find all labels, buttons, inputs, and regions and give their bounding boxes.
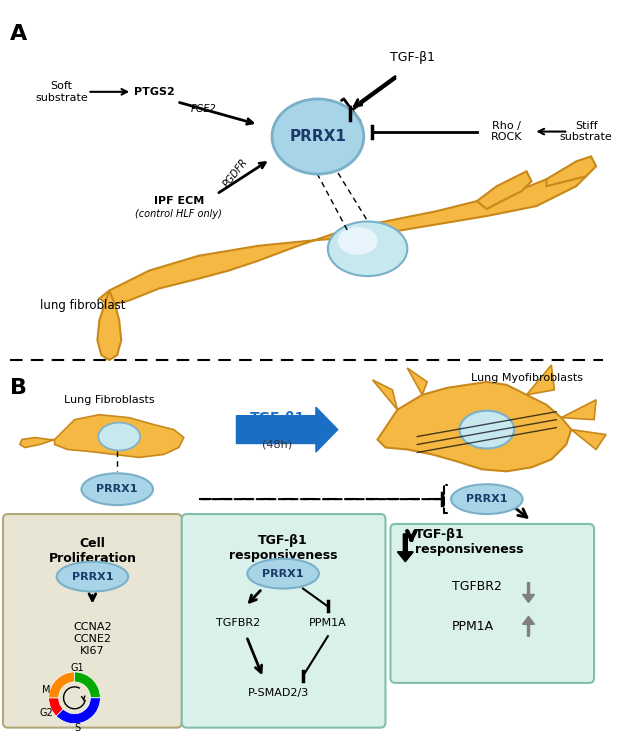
Text: PGDFR: PGDFR (222, 157, 250, 189)
Polygon shape (20, 438, 55, 447)
Ellipse shape (247, 559, 319, 589)
Text: P-SMAD2/3: P-SMAD2/3 (247, 688, 308, 698)
Text: Cell
Proliferation: Cell Proliferation (48, 537, 136, 565)
Text: (control HLF only): (control HLF only) (135, 209, 222, 219)
Ellipse shape (272, 99, 364, 174)
Polygon shape (526, 365, 554, 395)
Ellipse shape (451, 484, 523, 514)
FancyArrow shape (397, 534, 413, 562)
Ellipse shape (460, 411, 514, 449)
FancyArrow shape (236, 408, 337, 452)
Text: PGE2: PGE2 (191, 104, 217, 113)
Text: PRRX1: PRRX1 (466, 494, 508, 504)
Wedge shape (49, 672, 75, 698)
Ellipse shape (57, 562, 128, 592)
Polygon shape (99, 171, 586, 305)
Polygon shape (571, 430, 606, 450)
Text: G1: G1 (71, 663, 85, 673)
Text: CCNA2
CCNE2
KI67: CCNA2 CCNE2 KI67 (73, 622, 112, 655)
Text: PPM1A: PPM1A (452, 620, 494, 633)
Text: Rho /
ROCK: Rho / ROCK (491, 121, 523, 142)
Text: IPF ECM: IPF ECM (154, 196, 204, 206)
Text: PRRX1: PRRX1 (72, 572, 113, 581)
Text: B: B (10, 378, 27, 398)
Text: PRRX1: PRRX1 (262, 569, 304, 579)
FancyArrow shape (523, 616, 534, 636)
Text: Lung Myofibroblasts: Lung Myofibroblasts (471, 373, 582, 383)
Polygon shape (407, 368, 427, 395)
Ellipse shape (81, 473, 153, 505)
Text: TGFBR2: TGFBR2 (452, 580, 502, 593)
Text: TGF-β1
responsiveness: TGF-β1 responsiveness (229, 534, 337, 562)
Polygon shape (561, 399, 596, 419)
Polygon shape (55, 415, 184, 458)
Text: Lung Fibroblasts: Lung Fibroblasts (64, 395, 155, 405)
Text: Stiff
substrate: Stiff substrate (560, 121, 613, 142)
Text: A: A (10, 24, 27, 44)
Polygon shape (373, 380, 397, 410)
FancyBboxPatch shape (3, 514, 182, 727)
Polygon shape (477, 171, 531, 209)
Text: PRRX1: PRRX1 (96, 484, 138, 495)
Text: Soft
substrate: Soft substrate (35, 81, 88, 102)
Text: TGF-β1: TGF-β1 (390, 51, 435, 63)
FancyBboxPatch shape (182, 514, 386, 727)
Text: TGF-β1: TGF-β1 (249, 411, 305, 425)
Ellipse shape (328, 222, 407, 276)
Text: M: M (43, 685, 51, 695)
Wedge shape (75, 672, 101, 698)
Ellipse shape (337, 227, 378, 255)
Text: (48h): (48h) (262, 439, 292, 450)
Polygon shape (378, 382, 571, 472)
Text: PRRX1: PRRX1 (289, 129, 346, 144)
Text: TGFBR2: TGFBR2 (217, 618, 260, 629)
Text: TGF-β1
responsiveness: TGF-β1 responsiveness (415, 528, 524, 556)
Wedge shape (56, 698, 101, 724)
Text: PPM1A: PPM1A (309, 618, 347, 629)
Text: S: S (75, 723, 81, 733)
Wedge shape (49, 698, 64, 716)
FancyBboxPatch shape (391, 524, 594, 683)
Text: lung fibroblast: lung fibroblast (39, 299, 125, 312)
Ellipse shape (98, 422, 140, 450)
Polygon shape (547, 156, 596, 186)
Text: G2: G2 (40, 708, 54, 718)
Text: PTGS2: PTGS2 (134, 87, 175, 97)
Polygon shape (97, 290, 121, 360)
FancyArrow shape (523, 582, 534, 602)
